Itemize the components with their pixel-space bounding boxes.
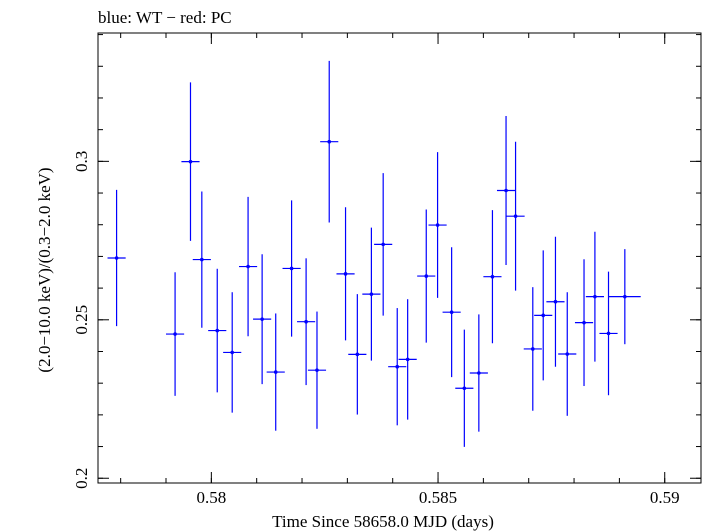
point-marker bbox=[435, 223, 440, 227]
point-marker bbox=[565, 352, 570, 356]
data-point bbox=[469, 314, 488, 432]
data-point bbox=[608, 249, 641, 345]
x-tick-label: 0.58 bbox=[196, 488, 226, 507]
data-point bbox=[506, 141, 525, 291]
x-tick-label: 0.585 bbox=[419, 488, 457, 507]
point-marker bbox=[200, 257, 204, 262]
data-point bbox=[239, 196, 258, 337]
point-marker bbox=[541, 313, 546, 318]
y-tick-label: 0.2 bbox=[72, 468, 91, 489]
data-point bbox=[417, 209, 436, 343]
data-point bbox=[107, 189, 126, 327]
data-point bbox=[442, 247, 461, 378]
data-point bbox=[192, 191, 211, 328]
data-point bbox=[336, 207, 355, 341]
data-point bbox=[546, 236, 565, 367]
point-marker bbox=[490, 274, 495, 279]
point-marker bbox=[381, 242, 385, 247]
point-marker bbox=[582, 320, 586, 325]
data-point bbox=[496, 116, 516, 265]
point-marker bbox=[173, 332, 177, 336]
data-point bbox=[362, 227, 381, 361]
point-marker bbox=[215, 328, 220, 333]
point-marker bbox=[395, 364, 400, 369]
point-marker bbox=[449, 310, 454, 314]
point-marker bbox=[230, 350, 235, 355]
point-marker bbox=[405, 357, 410, 362]
data-point bbox=[166, 272, 185, 396]
point-marker bbox=[553, 299, 558, 304]
point-marker bbox=[424, 274, 429, 278]
data-point bbox=[181, 82, 200, 241]
point-marker bbox=[513, 214, 518, 218]
point-marker bbox=[246, 264, 250, 269]
data-point bbox=[534, 250, 553, 381]
data-point bbox=[428, 152, 447, 298]
data-point bbox=[374, 173, 393, 316]
axis-ticks bbox=[98, 33, 701, 483]
y-axis-label: (2.0−10.0 keV)/(0.3−2.0 keV) bbox=[35, 167, 54, 372]
point-marker bbox=[343, 272, 348, 276]
data-point bbox=[558, 292, 577, 416]
chart-title: blue: WT − red: PC bbox=[98, 8, 232, 27]
point-marker bbox=[188, 159, 193, 164]
data-point bbox=[599, 271, 618, 396]
plot-frame bbox=[97, 32, 702, 484]
point-marker bbox=[327, 139, 332, 144]
y-tick-label: 0.25 bbox=[72, 305, 91, 335]
data-point bbox=[297, 258, 316, 386]
data-point bbox=[320, 60, 339, 223]
point-marker bbox=[315, 368, 319, 372]
data-point bbox=[307, 311, 327, 429]
point-marker bbox=[462, 386, 467, 391]
x-tick-label: 0.59 bbox=[650, 488, 680, 507]
point-marker bbox=[530, 347, 535, 351]
data-point bbox=[208, 268, 227, 393]
data-point bbox=[388, 308, 407, 426]
point-marker bbox=[260, 317, 264, 321]
point-marker bbox=[304, 319, 308, 324]
data-point bbox=[348, 294, 367, 415]
data-point bbox=[253, 254, 272, 385]
point-marker bbox=[606, 331, 611, 336]
point-marker bbox=[623, 294, 627, 299]
axis-tick-labels: 0.58 0.585 0.59 0.2 0.25 0.3 bbox=[72, 151, 680, 507]
data-point bbox=[574, 259, 594, 387]
point-marker bbox=[289, 266, 294, 271]
point-marker bbox=[477, 371, 481, 375]
point-marker bbox=[273, 370, 278, 374]
point-marker bbox=[355, 352, 360, 357]
data-point bbox=[483, 210, 502, 344]
point-marker bbox=[114, 256, 119, 260]
y-tick-label: 0.3 bbox=[72, 151, 91, 172]
data-points bbox=[107, 60, 641, 447]
point-marker bbox=[369, 292, 374, 296]
data-point bbox=[282, 200, 301, 337]
x-axis-label: Time Since 58658.0 MJD (days) bbox=[272, 512, 494, 531]
data-point bbox=[223, 292, 242, 413]
data-point bbox=[398, 299, 417, 420]
data-point bbox=[585, 231, 604, 362]
data-point bbox=[266, 313, 285, 431]
point-marker bbox=[593, 294, 597, 299]
point-marker bbox=[504, 188, 508, 193]
data-point bbox=[455, 329, 474, 447]
data-point bbox=[523, 287, 542, 411]
